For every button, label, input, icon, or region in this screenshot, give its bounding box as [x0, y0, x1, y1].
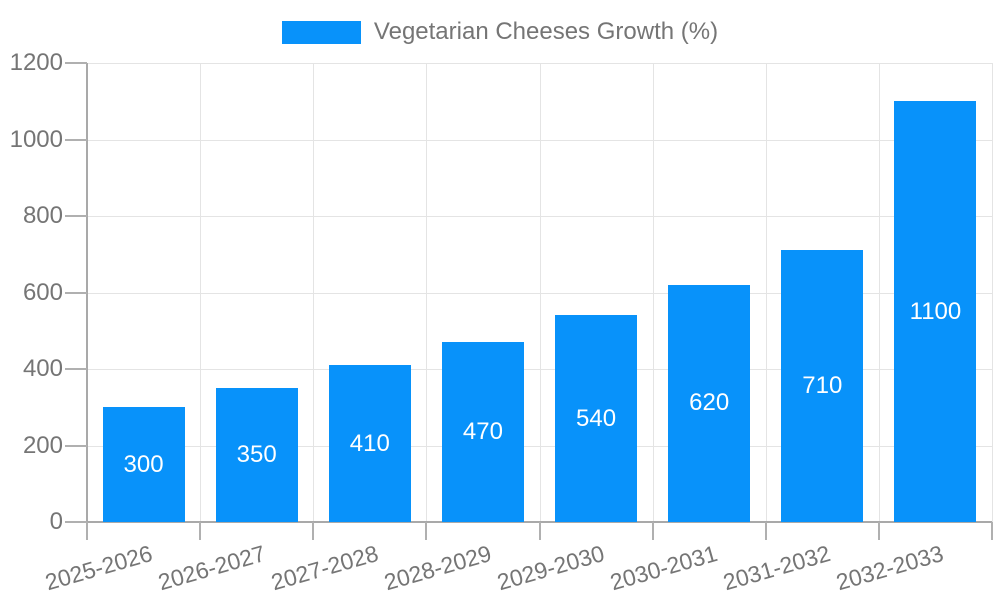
chart-legend[interactable]: Vegetarian Cheeses Growth (%)	[0, 18, 1000, 45]
bar[interactable]	[441, 342, 524, 522]
gridline-vertical	[313, 63, 315, 522]
bar[interactable]	[668, 284, 751, 522]
y-tick-label: 400	[22, 355, 63, 382]
bar[interactable]	[894, 101, 977, 522]
y-tick	[65, 138, 87, 141]
y-axis-line	[86, 63, 88, 522]
y-tick-label: 600	[22, 278, 63, 306]
x-tick-label: 2032-2033	[833, 540, 947, 596]
y-tick-label: 800	[22, 202, 63, 229]
x-tick	[199, 522, 202, 540]
bar-value-label: 300	[123, 450, 164, 478]
y-tick	[65, 521, 87, 523]
y-tick	[65, 62, 87, 64]
gridline-vertical	[539, 63, 541, 522]
x-tick	[425, 522, 428, 540]
x-tick	[877, 522, 880, 540]
bar-value-label: 620	[689, 389, 730, 417]
x-tick	[764, 522, 767, 540]
x-tick-label: 2026-2027	[154, 540, 268, 596]
gridline-vertical	[200, 63, 202, 522]
gridline-vertical	[878, 63, 880, 522]
bar-value-label: 1100	[909, 297, 962, 325]
x-tick	[651, 522, 654, 540]
bar-value-label: 350	[236, 441, 277, 469]
bar[interactable]	[555, 315, 638, 522]
bar-value-label: 540	[576, 404, 617, 432]
bar-value-label: 710	[802, 372, 843, 400]
legend-label: Vegetarian Cheeses Growth (%)	[373, 18, 719, 45]
x-tick-label: 2029-2030	[494, 540, 608, 596]
x-tick-label: 2027-2028	[268, 540, 381, 596]
bar[interactable]	[102, 407, 185, 522]
y-tick	[65, 368, 87, 370]
x-tick	[538, 522, 541, 540]
gridline-vertical	[765, 63, 767, 522]
y-tick	[65, 444, 87, 447]
bar-value-label: 470	[462, 418, 503, 446]
bar[interactable]	[781, 250, 864, 522]
x-tick-label: 2030-2031	[607, 540, 721, 596]
y-tick-label: 1000	[9, 125, 63, 153]
bar[interactable]	[328, 365, 411, 522]
x-tick	[991, 522, 993, 540]
y-tick	[65, 291, 87, 294]
gridline-vertical	[992, 63, 993, 522]
y-tick-label: 0	[49, 508, 63, 535]
bar-value-label: 410	[349, 429, 390, 457]
y-tick	[65, 215, 87, 217]
gridline-vertical	[426, 63, 428, 522]
x-tick	[312, 522, 315, 540]
y-tick-label: 200	[22, 431, 63, 459]
legend-swatch	[281, 20, 361, 44]
x-tick-label: 2031-2032	[720, 540, 834, 596]
x-tick-label: 2025-2026	[41, 540, 155, 596]
x-tick	[86, 522, 88, 540]
y-tick-label: 1200	[9, 49, 63, 76]
bar[interactable]	[215, 388, 298, 522]
x-tick-label: 2028-2029	[381, 540, 495, 596]
gridline-vertical	[652, 63, 654, 522]
